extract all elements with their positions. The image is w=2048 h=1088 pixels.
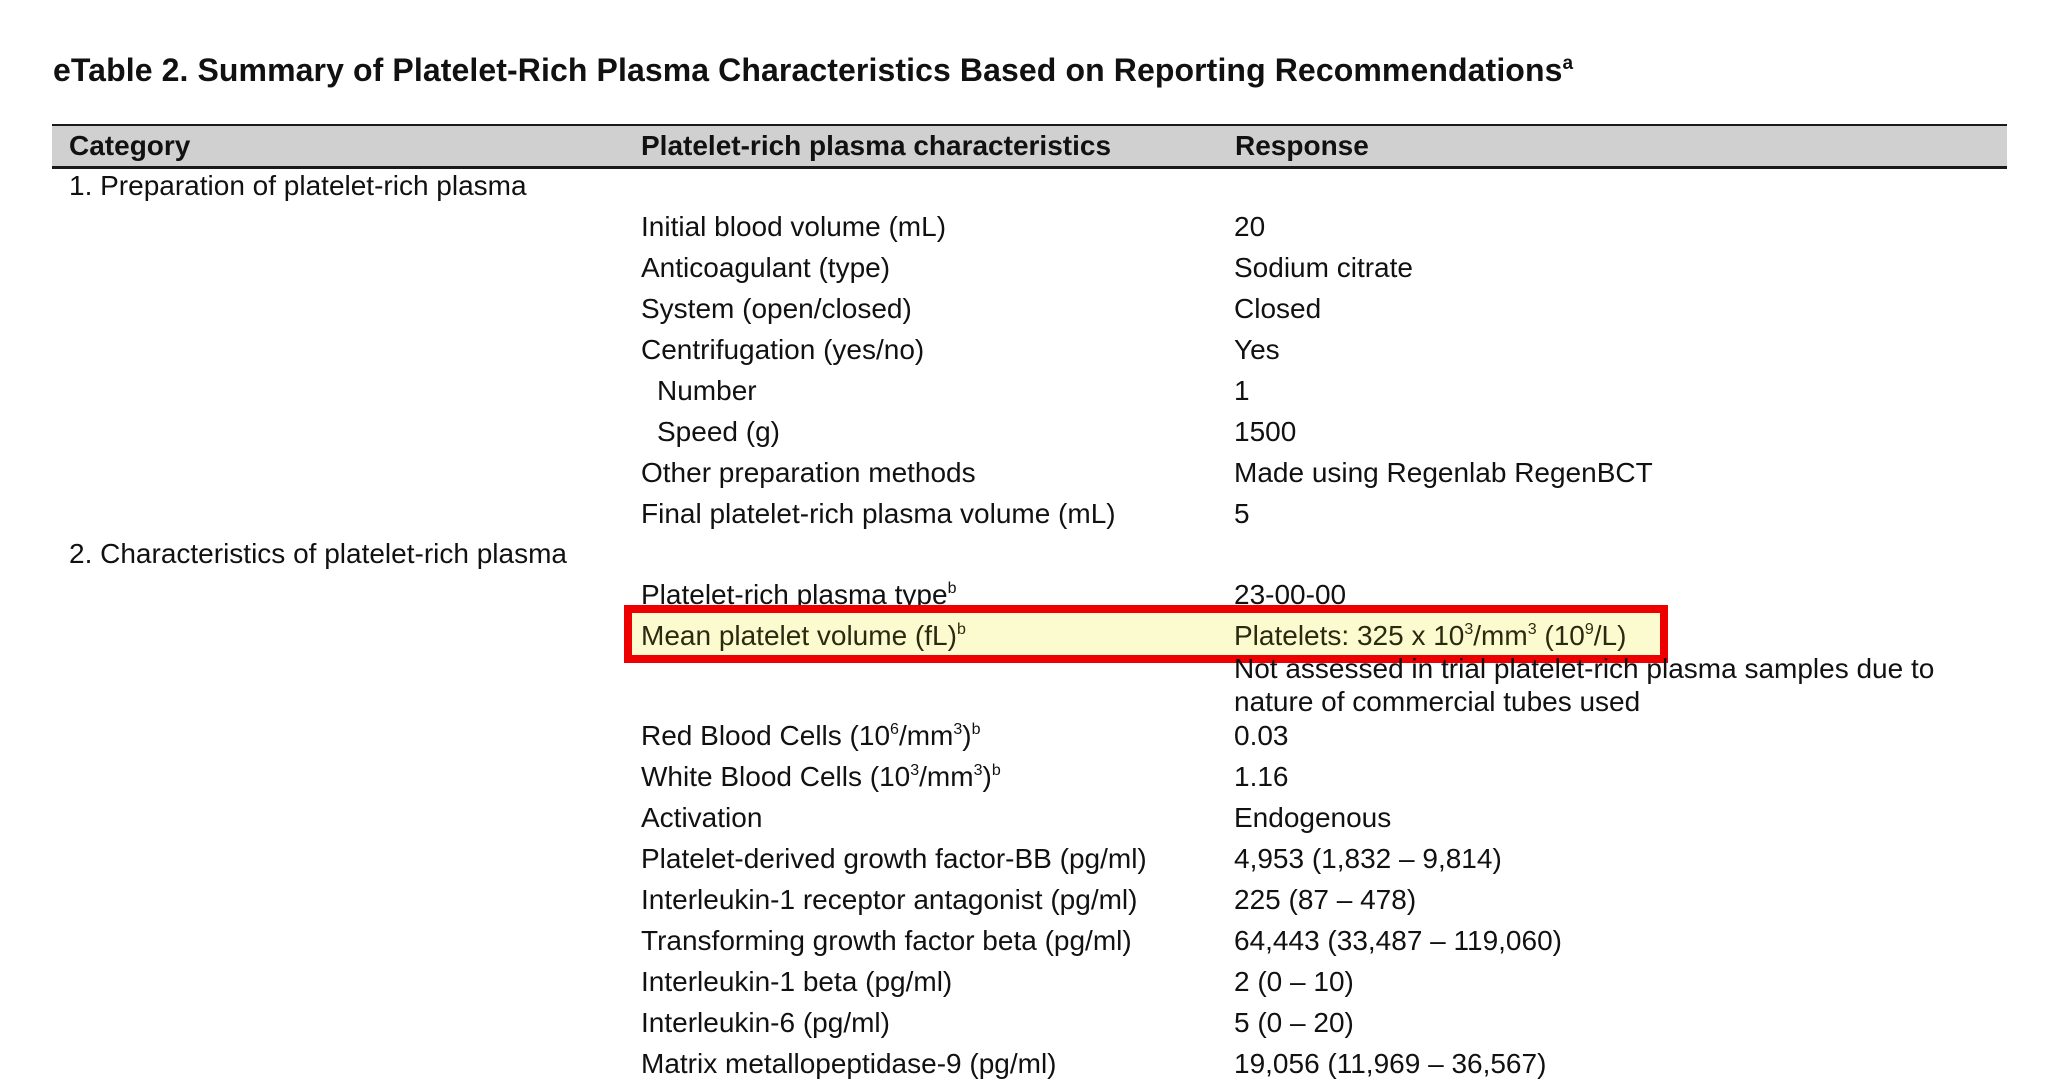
response-cell: 20 bbox=[1234, 211, 1266, 242]
response-cell: Made using Regenlab RegenBCT bbox=[1234, 457, 1653, 488]
table-row-highlighted: Mean platelet volume (fL)b Platelets: 32… bbox=[0, 620, 2048, 660]
table-row: Interleukin-6 (pg/ml) 5 (0 – 20) bbox=[0, 1007, 2048, 1047]
table-row: Red Blood Cells (106/mm3)b 0.03 bbox=[0, 720, 2048, 760]
table-row: White Blood Cells (103/mm3)b 1.16 bbox=[0, 761, 2048, 801]
characteristic-cell: Other preparation methods bbox=[641, 457, 976, 488]
characteristic-cell: Initial blood volume (mL) bbox=[641, 211, 947, 242]
characteristic-cell: White Blood Cells (103/mm3)b bbox=[641, 761, 1001, 792]
response-cell: Sodium citrate bbox=[1234, 252, 1413, 283]
response-cell: 1.16 bbox=[1234, 761, 1289, 792]
characteristic-cell: Platelet-rich plasma typeb bbox=[641, 579, 957, 610]
section-label-row: 1. Preparation of platelet-rich plasma bbox=[0, 170, 2048, 210]
table-row: System (open/closed) Closed bbox=[0, 293, 2048, 333]
response-note: Not assessed in trial platelet-rich plas… bbox=[1234, 653, 1935, 717]
response-cell: 0.03 bbox=[1234, 720, 1289, 751]
characteristic-cell: Centrifugation (yes/no) bbox=[641, 334, 925, 365]
response-cell: 19,056 (11,969 – 36,567) bbox=[1234, 1048, 1547, 1079]
response-cell: 225 (87 – 478) bbox=[1234, 884, 1417, 915]
table-row: Number 1 bbox=[0, 375, 2048, 415]
table-row: Other preparation methods Made using Reg… bbox=[0, 457, 2048, 497]
table-title: eTable 2. Summary of Platelet-Rich Plasm… bbox=[53, 52, 1574, 88]
table-row: Platelet-derived growth factor-BB (pg/ml… bbox=[0, 843, 2048, 883]
characteristic-cell: Interleukin-6 (pg/ml) bbox=[641, 1007, 890, 1038]
table-row: Speed (g) 1500 bbox=[0, 416, 2048, 456]
section-label: 1. Preparation of platelet-rich plasma bbox=[69, 170, 527, 201]
characteristic-cell: System (open/closed) bbox=[641, 293, 912, 324]
response-cell: 4,953 (1,832 – 9,814) bbox=[1234, 843, 1502, 874]
table-row: Anticoagulant (type) Sodium citrate bbox=[0, 252, 2048, 292]
characteristic-cell: Red Blood Cells (106/mm3)b bbox=[641, 720, 981, 751]
response-cell: 2 (0 – 10) bbox=[1234, 966, 1354, 997]
footnote-marker: a bbox=[1562, 53, 1574, 74]
characteristic-cell: Interleukin-1 receptor antagonist (pg/ml… bbox=[641, 884, 1138, 915]
response-cell: Endogenous bbox=[1234, 802, 1392, 833]
section-label: 2. Characteristics of platelet-rich plas… bbox=[69, 538, 567, 569]
characteristic-cell: Interleukin-1 beta (pg/ml) bbox=[641, 966, 953, 997]
table-row: Transforming growth factor beta (pg/ml) … bbox=[0, 925, 2048, 965]
characteristic-cell: Activation bbox=[641, 802, 763, 833]
response-cell: 23-00-00 bbox=[1234, 579, 1347, 610]
table-header: Category Platelet-rich plasma characteri… bbox=[52, 124, 2007, 169]
characteristic-cell: Final platelet-rich plasma volume (mL) bbox=[641, 498, 1116, 529]
characteristic-cell: Anticoagulant (type) bbox=[641, 252, 891, 283]
response-cell: Closed bbox=[1234, 293, 1322, 324]
response-cell: 64,443 (33,487 – 119,060) bbox=[1234, 925, 1562, 956]
table-row: Centrifugation (yes/no) Yes bbox=[0, 334, 2048, 374]
characteristic-cell: Number bbox=[657, 375, 757, 406]
table-row: Initial blood volume (mL) 20 bbox=[0, 211, 2048, 251]
response-cell: 1 bbox=[1234, 375, 1250, 406]
table-row: Platelet-rich plasma typeb 23-00-00 bbox=[0, 579, 2048, 619]
response-cell: 1500 bbox=[1234, 416, 1297, 447]
response-cell: 5 bbox=[1234, 498, 1250, 529]
header-category: Category bbox=[69, 130, 191, 161]
header-characteristics: Platelet-rich plasma characteristics bbox=[641, 130, 1112, 161]
response-cell: Platelets: 325 x 103/mm3 (109/L) bbox=[1234, 620, 1627, 651]
response-cell: 5 (0 – 20) bbox=[1234, 1007, 1354, 1038]
characteristic-cell: Platelet-derived growth factor-BB (pg/ml… bbox=[641, 843, 1147, 874]
response-cell: Yes bbox=[1234, 334, 1280, 365]
table-row: Activation Endogenous bbox=[0, 802, 2048, 842]
characteristic-cell: Mean platelet volume (fL)b bbox=[641, 620, 966, 651]
header-response: Response bbox=[1235, 130, 1369, 161]
highlight-box bbox=[624, 605, 1668, 663]
table-row: Final platelet-rich plasma volume (mL) 5 bbox=[0, 498, 2048, 538]
characteristic-cell: Speed (g) bbox=[657, 416, 780, 447]
table-row: Matrix metallopeptidase-9 (pg/ml) 19,056… bbox=[0, 1048, 2048, 1088]
section-label-row: 2. Characteristics of platelet-rich plas… bbox=[0, 538, 2048, 578]
characteristic-cell: Transforming growth factor beta (pg/ml) bbox=[641, 925, 1132, 956]
characteristic-cell: Matrix metallopeptidase-9 (pg/ml) bbox=[641, 1048, 1057, 1079]
table-row: Interleukin-1 beta (pg/ml) 2 (0 – 10) bbox=[0, 966, 2048, 1006]
table-row: Interleukin-1 receptor antagonist (pg/ml… bbox=[0, 884, 2048, 924]
